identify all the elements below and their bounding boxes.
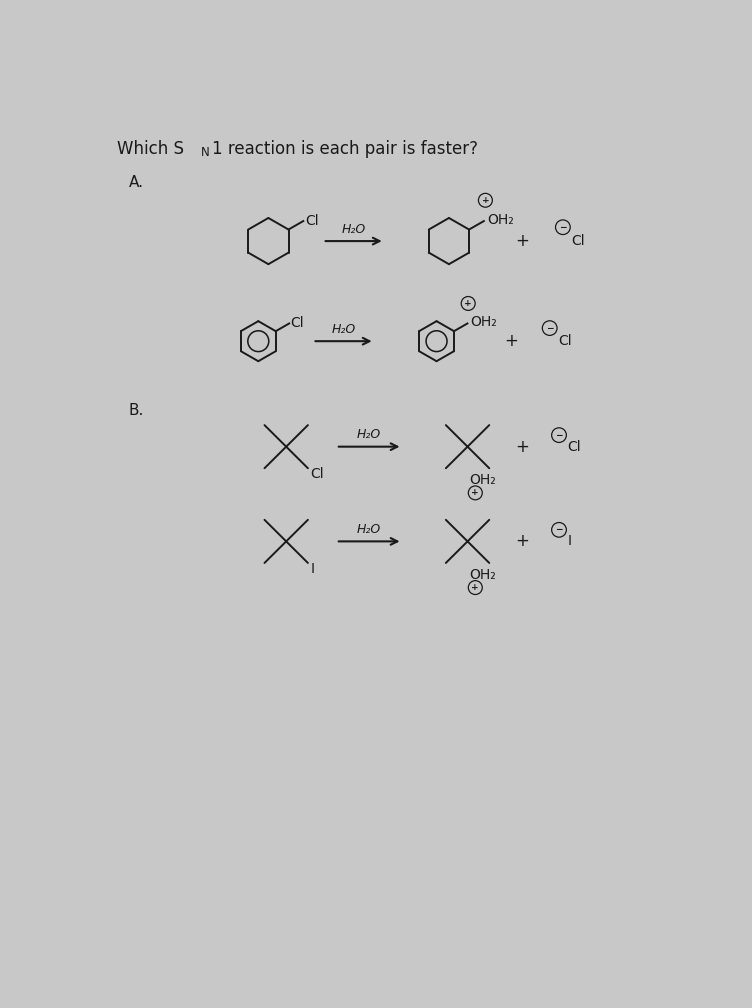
Text: A.: A. [129,175,144,191]
Text: +: + [504,333,518,350]
Text: H₂O: H₂O [341,223,365,236]
Text: +: + [515,532,529,550]
Text: H₂O: H₂O [357,428,381,442]
Text: OH₂: OH₂ [469,473,496,487]
Text: +: + [481,196,490,205]
Text: Cl: Cl [291,317,305,331]
Text: H₂O: H₂O [357,523,381,536]
Text: +: + [515,437,529,456]
Text: +: + [465,299,472,308]
Text: 1 reaction is each pair is faster?: 1 reaction is each pair is faster? [212,140,478,157]
Text: H₂O: H₂O [332,323,356,336]
Text: +: + [515,232,529,250]
Text: −: − [559,223,566,232]
Text: I: I [311,562,314,577]
Text: OH₂: OH₂ [469,568,496,582]
Text: Which S: Which S [117,140,184,157]
Text: B.: B. [129,403,144,418]
Text: +: + [472,583,479,592]
Text: Cl: Cl [558,335,572,348]
Text: +: + [472,488,479,497]
Text: Cl: Cl [305,214,318,228]
Text: OH₂: OH₂ [471,314,497,329]
Text: −: − [555,525,562,534]
Text: −: − [546,324,553,333]
Text: Cl: Cl [311,468,324,482]
Text: N: N [201,146,209,159]
Text: Cl: Cl [572,234,585,248]
Text: −: − [555,430,562,439]
Text: I: I [568,534,572,548]
Text: OH₂: OH₂ [487,213,514,227]
Text: Cl: Cl [568,439,581,454]
